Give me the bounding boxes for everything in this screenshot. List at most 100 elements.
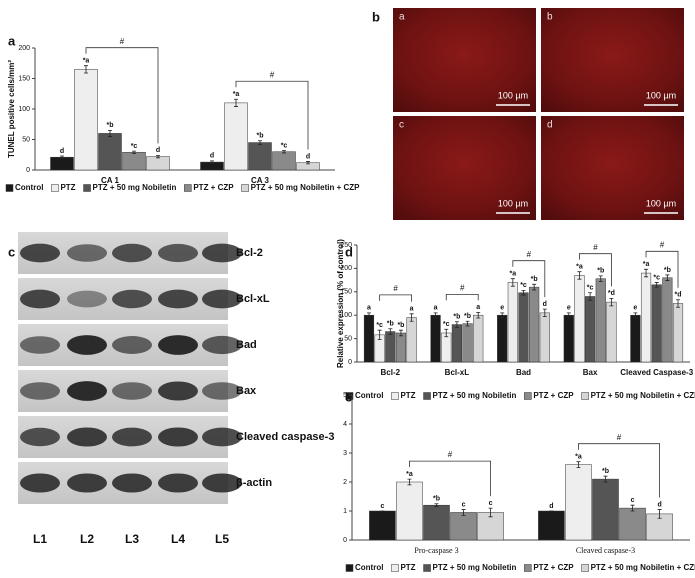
band <box>112 243 152 263</box>
y-tick-label: 3 <box>343 450 347 457</box>
y-tick-label: 0 <box>343 537 347 544</box>
image-label: a <box>399 12 405 23</box>
bar <box>473 314 484 363</box>
bar <box>518 292 529 363</box>
legend-label: PTZ + 50 mg Nobiletin <box>93 183 177 192</box>
legend-label: Control <box>355 391 383 400</box>
legend-label: PTZ <box>400 391 415 400</box>
band <box>202 243 242 263</box>
bar <box>441 332 452 363</box>
bar <box>630 314 641 363</box>
error-bar <box>282 150 286 154</box>
error-bar <box>377 329 382 340</box>
significance-letter: *a <box>575 454 582 461</box>
x-tick-label: CA 1 <box>101 176 119 185</box>
y-tick-label: 100 <box>18 106 30 113</box>
significance-letter: e <box>567 305 571 312</box>
bracket <box>512 260 546 298</box>
lane-label: L3 <box>125 532 139 546</box>
error-bar <box>461 509 466 516</box>
x-tick-label: Bad <box>516 368 531 377</box>
scale-label: 100 µm <box>498 198 528 208</box>
legend-swatch <box>423 392 431 400</box>
significance-letter: d <box>657 501 661 508</box>
micrograph <box>541 8 684 112</box>
significance-letter: *b <box>107 122 114 129</box>
band <box>67 473 107 493</box>
panel-label: b <box>372 9 380 24</box>
bracket-label: # <box>393 284 398 293</box>
x-tick-label: CA 3 <box>251 176 269 185</box>
error-bar <box>407 478 412 486</box>
micrograph <box>541 116 684 220</box>
legend-label: PTZ <box>60 183 75 192</box>
error-bar <box>532 283 537 291</box>
bar <box>592 478 619 541</box>
band <box>67 427 107 447</box>
band <box>20 289 60 309</box>
legend-label: Control <box>15 183 43 192</box>
error-bar <box>60 155 64 159</box>
error-bar <box>306 161 310 165</box>
x-tick-label: Bcl-2 <box>381 368 401 377</box>
significance-letter: *b <box>664 267 671 274</box>
bar <box>369 510 396 541</box>
legend-swatch <box>391 564 399 572</box>
x-tick-label: Bax <box>583 368 598 377</box>
band <box>20 243 60 263</box>
bar <box>462 323 473 363</box>
significance-letter: e <box>633 305 637 312</box>
error-bar <box>210 160 214 164</box>
bar <box>451 324 462 363</box>
significance-letter: *c <box>131 143 138 150</box>
bar <box>539 312 550 363</box>
significance-letter: *b <box>397 322 404 329</box>
error-bar <box>398 329 403 337</box>
panel-label: e <box>345 389 352 404</box>
panel-label: d <box>345 244 353 259</box>
bar <box>662 277 673 363</box>
error-bar <box>84 65 88 74</box>
significance-letter: *a <box>233 91 240 98</box>
panel-label: a <box>8 33 16 48</box>
scale-label: 100 µm <box>646 90 676 100</box>
legend-swatch <box>83 184 91 192</box>
bar <box>396 481 423 541</box>
error-bar <box>433 312 438 318</box>
band <box>158 381 198 401</box>
band <box>67 290 107 308</box>
bar <box>651 284 662 363</box>
error-bar <box>598 275 603 282</box>
y-tick-label: 100 <box>340 312 352 319</box>
band <box>202 382 242 400</box>
legend-label: PTZ + 50 mg Nobiletin + CZP <box>591 391 695 400</box>
bar <box>98 133 122 171</box>
legend-swatch <box>581 564 589 572</box>
error-bar <box>434 503 439 508</box>
significance-letter: *b <box>464 313 471 320</box>
band-label: Bcl-xL <box>236 293 270 305</box>
bar <box>406 317 417 363</box>
bracket <box>379 294 413 302</box>
legend-label: PTZ + CZP <box>533 391 574 400</box>
significance-letter: *b <box>597 268 604 275</box>
bar <box>606 301 617 363</box>
significance-letter: d <box>156 147 160 154</box>
y-tick-label: 50 <box>344 335 352 342</box>
y-tick-label: 5 <box>343 392 347 399</box>
error-bar <box>510 278 515 287</box>
legend-label: PTZ <box>400 563 415 572</box>
significance-letter: *a <box>576 264 583 271</box>
y-tick-label: 50 <box>22 136 30 143</box>
bracket-label: # <box>593 243 598 252</box>
significance-letter: *a <box>406 471 413 478</box>
micrograph <box>393 116 536 220</box>
band <box>158 335 198 355</box>
band <box>158 243 198 263</box>
bar <box>430 314 441 363</box>
bar <box>507 282 518 363</box>
bar <box>529 286 540 363</box>
legend-swatch <box>581 392 589 400</box>
legend-swatch <box>423 564 431 572</box>
error-bar <box>132 150 136 154</box>
